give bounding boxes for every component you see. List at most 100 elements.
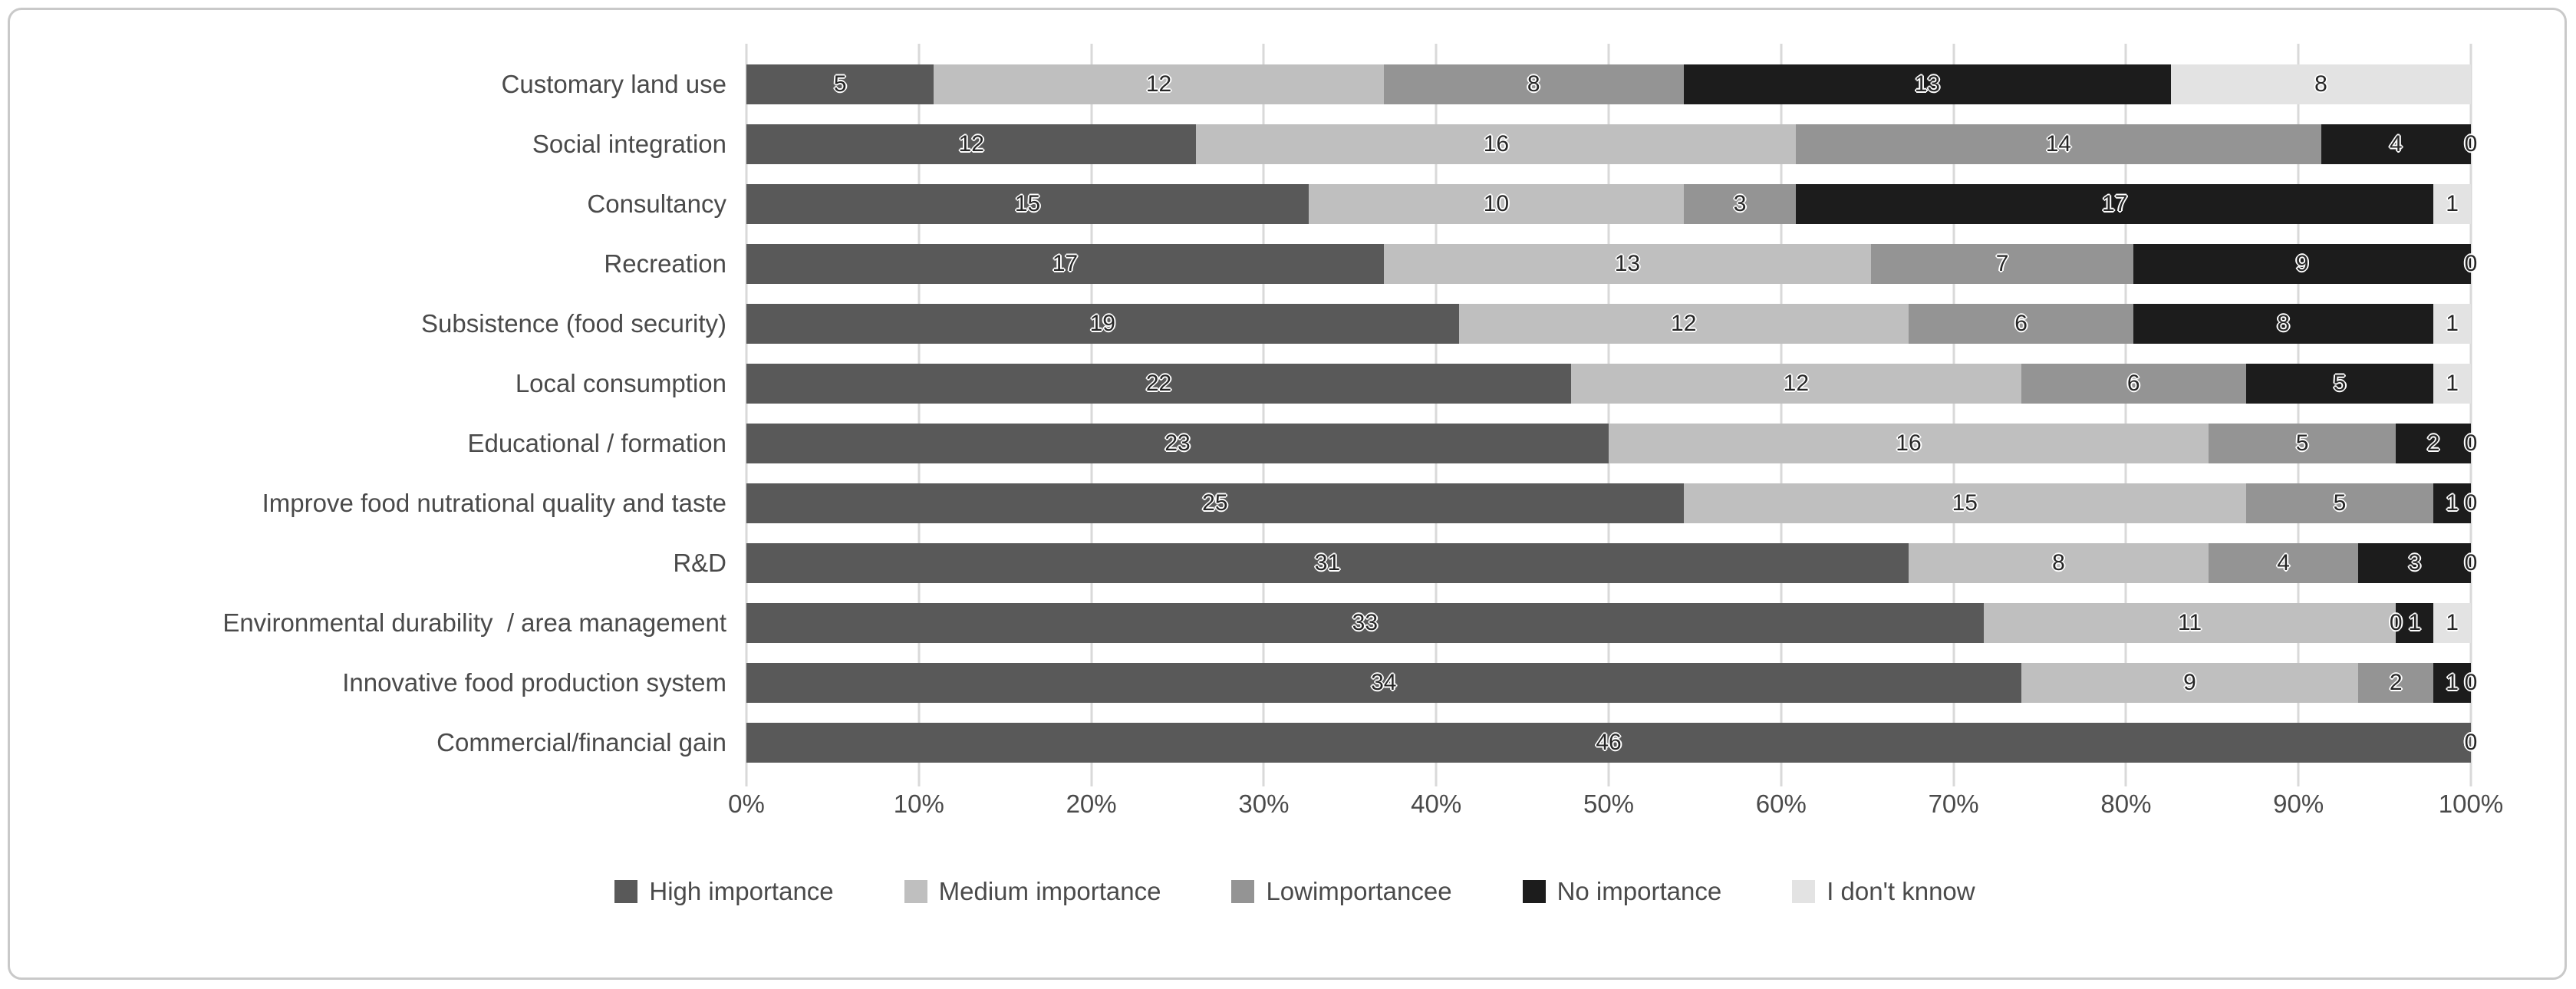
stacked-bar: 34 9 2 1 0 [746,663,2477,703]
stacked-bar: 31 8 4 3 0 [746,543,2477,583]
stacked-bar: 22 12 6 5 1 [746,364,2471,404]
bar-segment-lowimportancee [1796,124,2321,164]
bar-segment-medium-importance [1908,543,2209,583]
category-label: Local consumption [515,369,726,397]
x-axis-tick: 90% [2273,790,2324,818]
data-label: 0 [2464,550,2478,575]
bar-segment-lowimportancee [2208,424,2396,463]
category-label: Commercial/financial gain [436,728,726,757]
data-label: 3 [1733,191,1747,216]
bar-row: 5 12 8 13 8 [746,54,2471,114]
data-label: 33 [1352,610,1379,635]
data-label: 23 [1164,430,1191,456]
data-label: 0 [2464,490,2478,516]
data-label: 13 [1614,251,1641,276]
bar-row: 19 12 6 8 1 [746,294,2471,354]
bar-segment-high-importance [746,723,2471,763]
category-axis: Customary land use Social integration Cons… [25,54,746,837]
data-label: 8 [1527,71,1540,97]
bar-row: 23 16 5 2 0 [746,414,2477,473]
stacked-bar: 5 12 8 13 8 [746,64,2471,104]
category-label: R&D [673,549,726,577]
stacked-bar: 33 11 0 1 1 [746,603,2471,643]
bar-segment-medium-importance [1683,483,2246,523]
data-label: 1 [2446,610,2459,635]
data-label: 5 [2333,371,2347,396]
data-label: 1 [2446,191,2459,216]
bar-segment-i-don-t-knnow [2433,603,2471,643]
legend-swatch-icon [1792,880,1816,903]
bar-row: 25 15 5 1 0 [746,473,2477,533]
data-label: 0 [2464,251,2478,276]
data-label: 8 [2314,71,2327,97]
bar-row: 15 10 3 17 1 [746,174,2471,234]
bar-segment-high-importance [746,64,934,104]
bar-segment-medium-importance [1571,364,2021,404]
bar-segment-high-importance [746,304,1459,344]
bar-segment-medium-importance [1983,603,2396,643]
bar-segment-no-importance [2321,124,2471,164]
bar-rows: 5 12 8 13 8 12 16 14 4 0 15 10 3 17 1 17 13 7 9 0 19 12 6 8 1 22 1… [746,54,2477,773]
data-label: 0 [2464,730,2478,755]
legend: High importance Medium importance Lowimpor… [25,877,2564,906]
legend-label: High importance [649,877,834,905]
x-axis-tick: 80% [2100,790,2152,818]
bar-segment-no-importance [1796,184,2434,224]
data-label: 7 [1995,251,2009,276]
plot-area: 5 12 8 13 8 12 16 14 4 0 15 10 3 17 1 17 13 7 9 0 19 12 6 8 1 22 1… [728,44,2503,837]
data-label: 11 [2177,610,2202,635]
legend-label: Lowimportancee [1266,877,1452,905]
data-label: 1 [2446,490,2459,516]
data-label: 0 [2464,730,2478,755]
data-label: 13 [1914,71,1941,97]
stacked-bar: 15 10 3 17 1 [746,184,2471,224]
bar-segment-no-importance [2396,424,2471,463]
data-label: 1 [2446,670,2459,695]
data-label: 5 [833,71,847,97]
stacked-bar: 17 13 7 9 0 [746,244,2477,284]
bar-segment-high-importance [746,124,1197,164]
bar-segment-high-importance [746,184,1309,224]
data-label: 15 [1014,191,1041,216]
data-label: 2 [2389,670,2403,695]
data-label: 8 [2277,311,2290,336]
bar-segment-medium-importance [1383,244,1872,284]
bar-segment-no-importance [2133,244,2471,284]
data-label: 0 [2464,430,2478,456]
category-label: Consultancy [587,190,726,218]
data-label: 12 [1145,71,1172,97]
bar-segment-medium-importance [1196,124,1797,164]
data-label: 8 [2052,550,2065,575]
data-label: 34 [1371,670,1397,695]
bar-segment-i-don-t-knnow [2433,184,2471,224]
category-label: Educational / formation [467,429,726,457]
category-label: Customary land use [501,70,726,98]
bar-segment-no-importance [2245,364,2434,404]
bar-segment-lowimportancee [1383,64,1684,104]
data-label: 19 [1089,311,1115,336]
x-axis-tick: 30% [1238,790,1290,818]
bar-segment-i-don-t-knnow [2171,64,2471,104]
data-label: 25 [1202,490,1228,516]
bar-segment-i-don-t-knnow [2433,364,2471,404]
data-label: 17 [1052,251,1079,276]
data-label: 1 [2446,311,2459,336]
legend-item-high-importance: High importance [614,877,834,906]
stacked-bar: 19 12 6 8 1 [746,304,2471,344]
bar-row: 31 8 4 3 0 [746,533,2477,593]
stacked-bar: 25 15 5 1 0 [746,483,2477,523]
bar-row: 34 9 2 1 0 [746,653,2477,713]
legend-item-lowimportancee: Lowimportancee [1231,877,1452,906]
x-axis-tick: 70% [1928,790,1979,818]
legend-item-no-importance: No importance [1522,877,1721,906]
data-label: 5 [2295,430,2309,456]
legend-item-medium-importance: Medium importance [904,877,1161,906]
x-axis-tick: 40% [1411,790,1462,818]
bar-segment-lowimportancee [2245,483,2434,523]
bar-segment-no-importance [2358,543,2471,583]
bar-segment-medium-importance [2021,663,2359,703]
stacked-bar: 46 0 0 0 0 [746,723,2477,763]
legend-label: Medium importance [938,877,1161,905]
bar-segment-no-importance [2396,603,2434,643]
data-label: 16 [1483,131,1510,157]
